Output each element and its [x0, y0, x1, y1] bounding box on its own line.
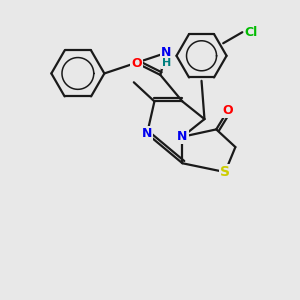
Text: N: N [142, 127, 152, 140]
Text: H: H [162, 58, 171, 68]
Text: N: N [161, 46, 171, 59]
Text: Cl: Cl [244, 26, 258, 39]
Text: O: O [131, 57, 142, 70]
Text: N: N [177, 130, 188, 143]
Text: O: O [223, 104, 233, 117]
Text: S: S [220, 165, 230, 179]
